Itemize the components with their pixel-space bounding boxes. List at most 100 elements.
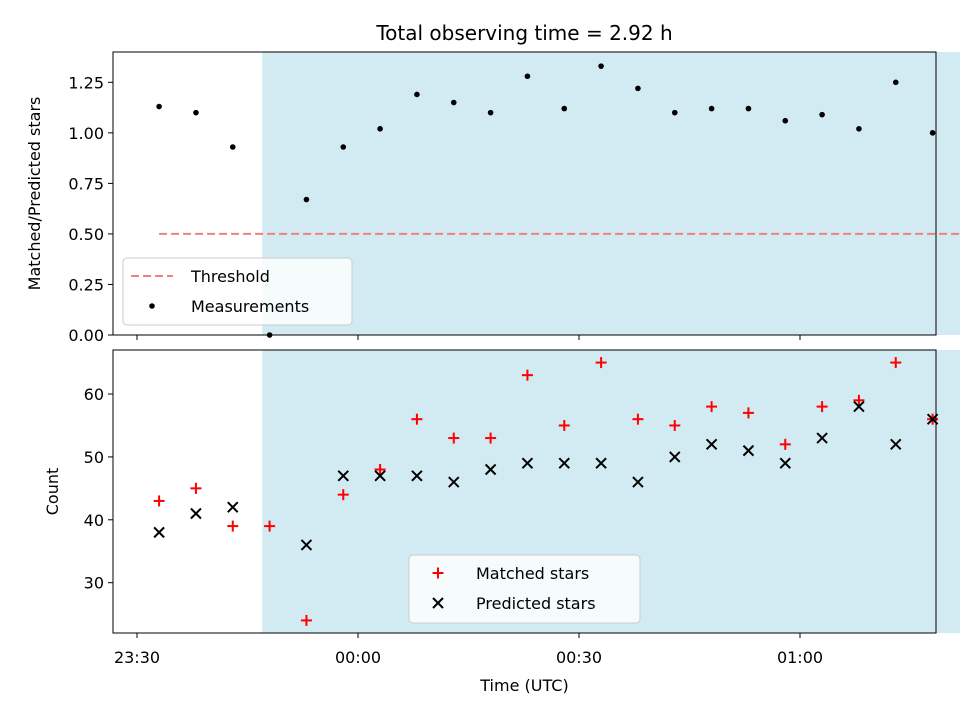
measurement-point: [229, 144, 236, 150]
x-tick-label: 01:00: [777, 648, 823, 667]
measurement-point: [156, 103, 162, 110]
y-tick-label: 0.75: [68, 174, 104, 193]
matched-star-point: [485, 432, 497, 444]
predicted-star-point: [227, 501, 239, 513]
bottom-y-ticks: 30 40 50 60: [84, 385, 113, 593]
matched-star-point: [816, 401, 828, 413]
top-shaded-span: [262, 52, 960, 335]
measurement-point: [708, 105, 715, 112]
matched-star-point: [890, 357, 902, 369]
matched-star-point: [300, 614, 312, 626]
bottom-y-axis-label: Count: [43, 468, 62, 516]
predicted-star-point: [632, 476, 644, 488]
matched-star-point: [337, 489, 349, 501]
measurement-point: [303, 196, 310, 203]
matched-star-point: [521, 369, 533, 381]
top-y-ticks: 0.00 0.25 0.50 0.75 1.00 1.25: [68, 73, 113, 345]
x-axis-label: Time (UTC): [479, 676, 568, 695]
x-tick-label: 23:30: [114, 648, 160, 667]
matched-star-point: [669, 419, 681, 431]
x-tick-label: 00:30: [556, 648, 602, 667]
measurement-point: [671, 109, 678, 116]
predicted-star-point: [705, 438, 718, 451]
y-tick-label: 0.00: [68, 326, 104, 345]
measurement-point: [340, 144, 347, 150]
measurement-point: [929, 130, 936, 136]
predicted-star-point: [816, 432, 828, 444]
measurement-point: [782, 117, 789, 124]
measurement-point: [450, 99, 457, 106]
legend-box: [122, 257, 353, 326]
predicted-star-point: [484, 463, 497, 476]
matched-star-point: [779, 438, 791, 450]
matched-star-point: [448, 432, 460, 444]
measurement-point: [414, 91, 420, 98]
y-tick-label: 60: [84, 385, 104, 404]
chart-title: Total observing time = 2.92 h: [375, 21, 672, 45]
legend-matched-label: Matched stars: [476, 564, 589, 583]
measurement-point: [856, 126, 862, 132]
predicted-star-point: [779, 457, 791, 469]
y-tick-label: 40: [84, 511, 104, 530]
predicted-star-point: [153, 526, 165, 539]
measurement-point: [635, 85, 641, 92]
bottom-axes-frame: [112, 349, 937, 634]
legend-matched-swatch: [432, 567, 444, 579]
measurement-point: [598, 63, 604, 69]
predicted-star-point: [595, 457, 607, 469]
predicted-star-point: [190, 507, 202, 520]
matched-star-point: [742, 407, 754, 419]
y-tick-label: 0.25: [68, 275, 104, 294]
predicted-star-point: [742, 444, 755, 457]
predicted-star-point: [448, 476, 460, 488]
measurement-point: [819, 111, 825, 118]
matched-star-point: [190, 482, 202, 494]
predicted-star-point: [853, 400, 865, 413]
top-x-ticks: [136, 335, 801, 340]
top-legend: Threshold Measurements: [122, 257, 353, 326]
legend-measurements-label: Measurements: [191, 297, 309, 316]
matched-star-point: [411, 413, 423, 425]
legend-box: [408, 554, 641, 624]
y-tick-label: 30: [84, 574, 104, 593]
measurement-point: [524, 73, 531, 80]
top-axes-frame: [112, 51, 937, 336]
predicted-star-point: [411, 470, 423, 482]
legend-measurements-swatch: [149, 303, 155, 309]
measurement-point: [561, 105, 568, 112]
measurement-point: [892, 79, 899, 86]
predicted-star-point: [890, 438, 902, 451]
legend-threshold-label: Threshold: [190, 267, 270, 286]
predicted-star-point: [521, 457, 534, 469]
legend-predicted-swatch: [432, 597, 444, 609]
matched-star-point: [153, 495, 165, 507]
legend-predicted-label: Predicted stars: [476, 594, 596, 613]
matched-star-point: [706, 401, 718, 413]
y-tick-label: 0.50: [68, 225, 104, 244]
x-tick-label: 00:00: [335, 648, 381, 667]
predicted-star-point: [300, 539, 313, 551]
predicted-star-point: [558, 457, 570, 469]
matched-star-point: [558, 419, 570, 431]
measurement-point: [193, 109, 199, 116]
top-y-axis-label: Matched/Predicted stars: [25, 97, 44, 291]
measurement-point: [745, 105, 752, 112]
count-series: [153, 357, 939, 626]
matched-star-point: [374, 463, 386, 475]
matched-star-point: [595, 357, 607, 369]
measurement-point: [487, 109, 494, 116]
matched-star-point: [264, 520, 276, 532]
matched-star-point: [632, 413, 644, 425]
predicted-star-point: [669, 451, 681, 463]
matched-star-point: [227, 520, 239, 532]
y-tick-label: 50: [84, 448, 104, 467]
predicted-star-point: [337, 470, 349, 482]
y-tick-label: 1.00: [68, 124, 104, 143]
predicted-star-point: [374, 470, 386, 482]
matched-star-point: [853, 394, 865, 406]
measurement-point: [377, 126, 383, 132]
top-panel: 0.00 0.25 0.50 0.75 1.00 1.25 Total observing…: [25, 21, 960, 345]
